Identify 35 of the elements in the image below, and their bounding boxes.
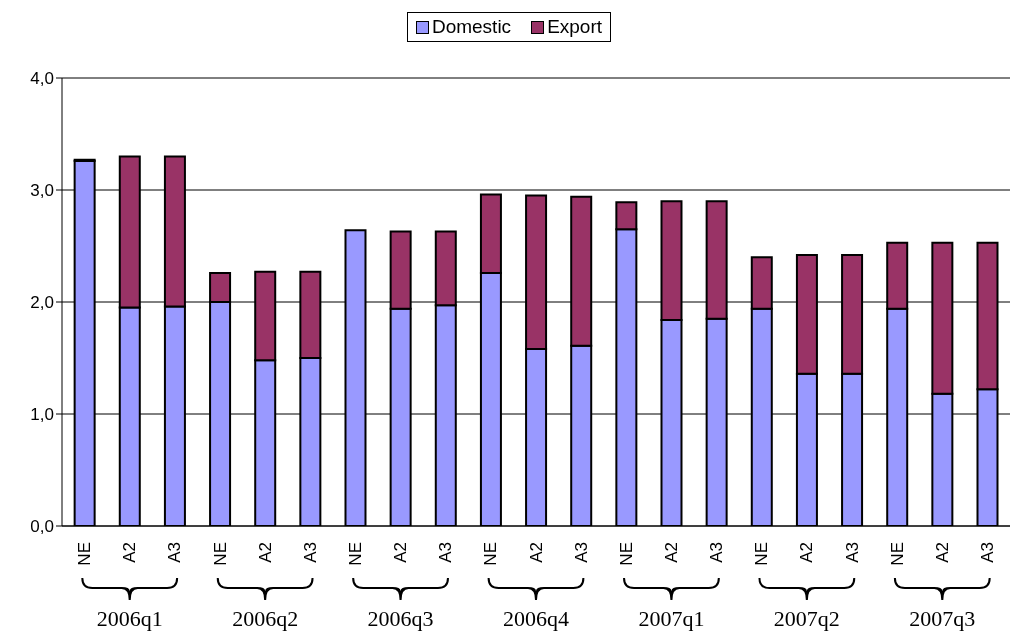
x-tick-label: A3 (300, 542, 320, 563)
y-tick-label: 2,0 (30, 293, 54, 313)
text: 2006q1 (96, 606, 163, 631)
y-tick-label: 4,0 (30, 69, 54, 89)
x-tick-label: A2 (932, 542, 952, 563)
x-tick-label: NE (616, 542, 636, 566)
text: 2007q2 (773, 606, 840, 631)
x-tick-label: A2 (120, 542, 140, 563)
x-tick-label: A3 (707, 542, 727, 563)
x-tick-label: NE (481, 542, 501, 566)
legend-label: Export (547, 16, 603, 38)
x-tick-label: A2 (255, 542, 275, 563)
x-tick-label: NE (75, 542, 95, 566)
x-tick-label: A3 (571, 542, 591, 563)
x-tick-label: NE (887, 542, 907, 566)
x-tick-label: A2 (797, 542, 817, 563)
text: 2006q3 (367, 606, 434, 631)
text: 2006q4 (503, 606, 569, 631)
y-tick-label: 1,0 (30, 405, 54, 425)
x-tick-label: NE (210, 542, 230, 566)
text: 2006q2 (232, 606, 299, 631)
x-tick-label: NE (752, 542, 772, 566)
x-tick-label: A3 (842, 542, 862, 563)
x-tick-label: A3 (165, 542, 185, 563)
y-tick-label: 3,0 (30, 181, 54, 201)
y-tick-label: 0,0 (30, 517, 54, 537)
text: 2007q1 (638, 606, 705, 631)
x-tick-label: A2 (526, 542, 546, 563)
x-tick-label: A2 (391, 542, 411, 563)
legend-label: Domestic (431, 16, 512, 38)
x-tick-label: NE (345, 542, 365, 566)
x-tick-label: A3 (436, 542, 456, 563)
x-tick-label: A2 (661, 542, 681, 563)
text: 2007q3 (909, 606, 976, 631)
x-tick-label: A3 (977, 542, 997, 563)
